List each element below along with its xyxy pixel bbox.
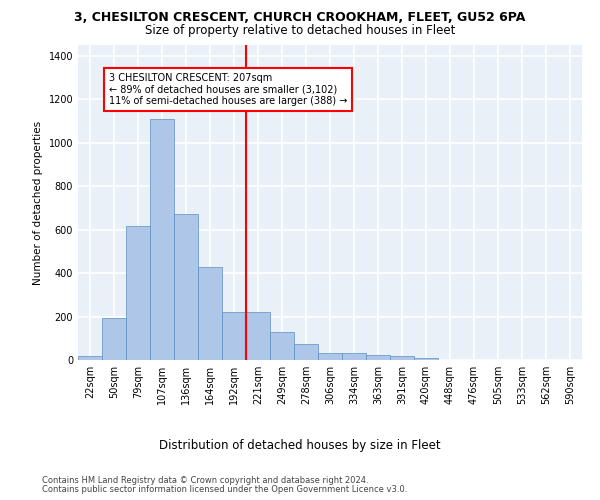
Bar <box>126 226 150 360</box>
Text: Contains HM Land Registry data © Crown copyright and database right 2024.: Contains HM Land Registry data © Crown c… <box>42 476 368 485</box>
Text: 3, CHESILTON CRESCENT, CHURCH CROOKHAM, FLEET, GU52 6PA: 3, CHESILTON CRESCENT, CHURCH CROOKHAM, … <box>74 11 526 24</box>
Text: Size of property relative to detached houses in Fleet: Size of property relative to detached ho… <box>145 24 455 37</box>
Bar <box>246 312 270 360</box>
Bar <box>150 119 174 360</box>
Bar <box>366 354 390 360</box>
Bar <box>102 318 126 360</box>
Bar <box>414 358 438 360</box>
Bar <box>198 266 222 360</box>
Bar <box>222 312 246 360</box>
Bar <box>390 356 414 360</box>
Bar <box>78 356 102 360</box>
Bar <box>342 353 366 360</box>
Text: 3 CHESILTON CRESCENT: 207sqm
← 89% of detached houses are smaller (3,102)
11% of: 3 CHESILTON CRESCENT: 207sqm ← 89% of de… <box>109 73 347 106</box>
Text: Contains public sector information licensed under the Open Government Licence v3: Contains public sector information licen… <box>42 484 407 494</box>
Bar <box>270 332 294 360</box>
Bar <box>318 353 342 360</box>
Bar <box>294 344 318 360</box>
Text: Distribution of detached houses by size in Fleet: Distribution of detached houses by size … <box>159 440 441 452</box>
Bar <box>174 214 198 360</box>
Y-axis label: Number of detached properties: Number of detached properties <box>33 120 43 284</box>
